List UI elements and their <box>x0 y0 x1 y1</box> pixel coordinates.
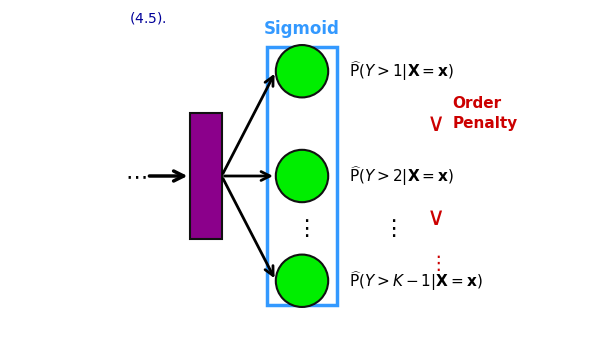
Text: Sigmoid: Sigmoid <box>264 20 340 38</box>
Circle shape <box>276 150 328 202</box>
Text: $\vdots$: $\vdots$ <box>428 253 441 273</box>
Text: $\vee$: $\vee$ <box>426 112 443 136</box>
Bar <box>190 113 222 239</box>
Text: $\vdots$: $\vdots$ <box>382 218 396 239</box>
Text: $\cdots$: $\cdots$ <box>125 166 147 186</box>
Text: Order
Penalty: Order Penalty <box>452 96 518 131</box>
Text: $\widehat{\mathrm{P}}(Y > K-1|\mathbf{X} = \mathbf{x})$: $\widehat{\mathrm{P}}(Y > K-1|\mathbf{X}… <box>349 269 483 293</box>
Text: $\vdots$: $\vdots$ <box>295 218 309 239</box>
Bar <box>267 47 337 305</box>
Circle shape <box>276 45 328 98</box>
Text: $\widehat{\mathrm{P}}(Y > 2|\mathbf{X} = \mathbf{x})$: $\widehat{\mathrm{P}}(Y > 2|\mathbf{X} =… <box>349 164 454 188</box>
Text: $\vee$: $\vee$ <box>426 206 443 230</box>
Circle shape <box>276 254 328 307</box>
Text: $\widehat{\mathrm{P}}(Y > 1|\mathbf{X} = \mathbf{x})$: $\widehat{\mathrm{P}}(Y > 1|\mathbf{X} =… <box>349 59 454 83</box>
Text: $(4.5).$: $(4.5).$ <box>129 10 167 26</box>
